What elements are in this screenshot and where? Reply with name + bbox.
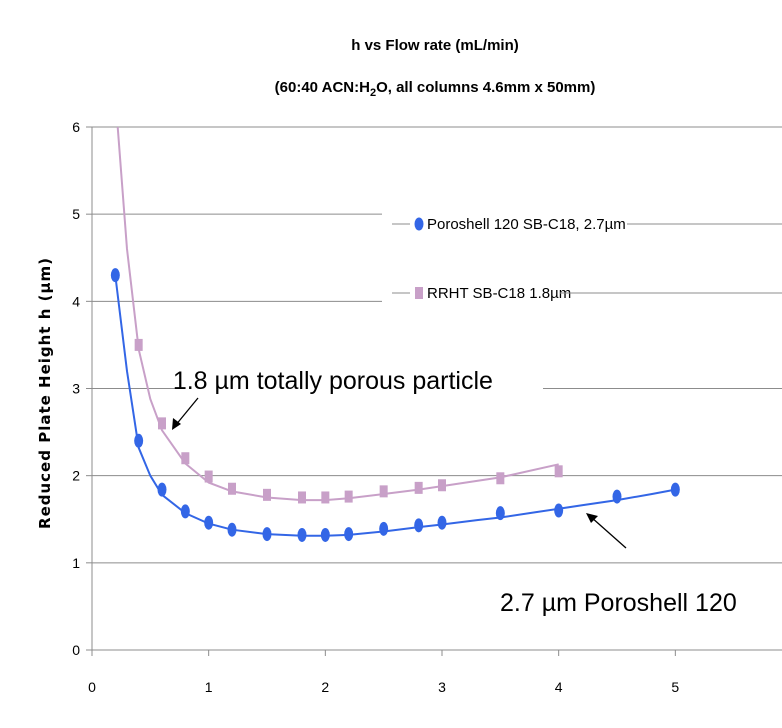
series-0-point-0 [110, 268, 120, 283]
chart-subtitle-post: O, all columns 4.6mm x 50mm) [376, 79, 595, 96]
x-tick-label-2: 2 [321, 679, 329, 695]
annotation-1-arrowhead [586, 513, 598, 523]
series-0-point-15 [612, 489, 622, 504]
annotation-0-label: 1.8 µm totally porous particle [173, 367, 493, 395]
series-1-line [116, 126, 559, 502]
annotation-1-label: 2.7 µm Poroshell 120 [500, 589, 737, 617]
series-1-point-12 [496, 472, 505, 485]
annotations: 1.8 µm totally porous particle 2.7 µm Por… [172, 358, 737, 625]
legend-marker-0 [414, 217, 424, 231]
series-1-point-1 [158, 417, 166, 430]
series-1-point-0 [134, 338, 143, 351]
series-1-point-10 [414, 481, 423, 494]
series-0-point-3 [180, 504, 190, 519]
legend-marker-1 [415, 287, 423, 299]
series-layer [110, 126, 680, 542]
series-0-point-16 [670, 482, 680, 497]
gridlines [92, 126, 782, 564]
series-0-point-1 [134, 433, 144, 448]
annotation-0-arrowhead [172, 418, 181, 430]
series-0-point-12 [437, 515, 447, 530]
y-tick-label-5: 5 [72, 206, 80, 222]
y-axis-label: Reduced Plate Height h (µm) [36, 257, 54, 529]
x-tick-label-3: 3 [438, 679, 446, 695]
series-0-point-13 [495, 506, 505, 521]
y-tick-label-4: 4 [72, 293, 80, 309]
series-1-point-6 [298, 491, 306, 504]
series-0-point-4 [204, 515, 214, 530]
x-tick-label-4: 4 [555, 679, 563, 695]
series-1-point-5 [263, 488, 271, 501]
series-0-point-14 [554, 503, 564, 518]
x-tick-label-0: 0 [88, 679, 96, 695]
series-0-point-5 [227, 522, 237, 537]
series-0-point-11 [414, 518, 424, 533]
y-tick-label-0: 0 [72, 642, 80, 658]
series-0-point-7 [297, 527, 307, 542]
series-1-point-2 [181, 452, 190, 465]
axes: 0 1 2 3 4 5 6 0 1 2 3 4 5 [72, 119, 782, 695]
legend-label-0: Poroshell 120 SB-C18, 2.7µm [427, 216, 626, 233]
y-tick-label-3: 3 [72, 381, 80, 397]
y-tick-label-6: 6 [72, 119, 80, 135]
chart-subtitle-pre: (60:40 ACN:H [275, 79, 370, 96]
x-tick-label-1: 1 [205, 679, 213, 695]
legend-label-1: RRHT SB-C18 1.8µm [427, 285, 571, 302]
annotation-0-bg [185, 358, 543, 400]
series-1-point-3 [204, 470, 213, 483]
series-1-point-4 [228, 482, 236, 495]
chart-subtitle: (60:40 ACN:H2O, all columns 4.6mm x 50mm… [275, 79, 596, 99]
legend: Poroshell 120 SB-C18, 2.7µm RRHT SB-C18 1… [382, 210, 782, 307]
x-tick-label-5: 5 [671, 679, 679, 695]
series-1-point-9 [379, 485, 388, 498]
series-0-point-9 [344, 527, 354, 542]
series-1-point-11 [438, 479, 446, 492]
series-0-point-10 [379, 521, 389, 536]
series-0-point-2 [157, 482, 167, 497]
y-tick-label-2: 2 [72, 468, 80, 484]
series-0-point-6 [262, 527, 272, 542]
series-1-point-8 [344, 490, 353, 503]
series-0-line [114, 275, 676, 537]
chart-subtitle-sub: 2 [370, 87, 376, 99]
chart-title: h vs Flow rate (mL/min) [351, 37, 519, 54]
series-1-point-13 [554, 465, 563, 478]
annotation-1-bg [490, 580, 730, 625]
y-tick-label-1: 1 [72, 555, 80, 571]
annotation-0-arrow [174, 397, 199, 427]
annotation-1-arrow [590, 516, 627, 549]
series-0-point-8 [320, 527, 330, 542]
series-1-point-7 [321, 491, 330, 504]
